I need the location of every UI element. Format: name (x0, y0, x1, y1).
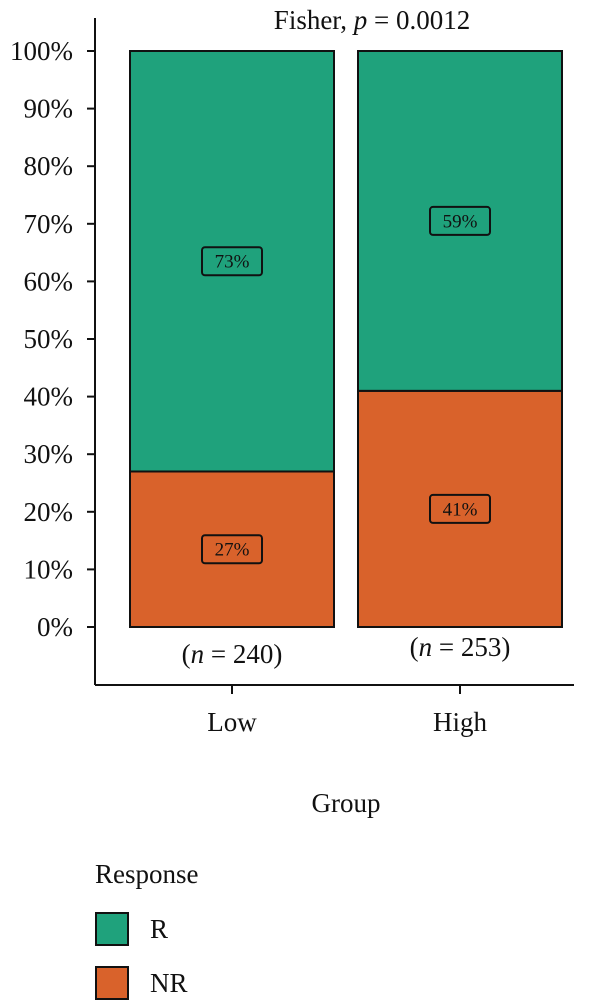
y-tick-label: 10% (24, 554, 74, 584)
y-tick-label: 50% (24, 324, 74, 354)
data-label-box (201, 534, 263, 565)
n-label: (n = 240) (182, 639, 283, 669)
legend-items: R NR (95, 912, 188, 1000)
legend-label-r: R (150, 914, 168, 944)
legend-swatch-r (95, 912, 129, 946)
chart-title-p: p (352, 5, 368, 35)
y-tick-label: 100% (10, 36, 73, 66)
x-tick-labels: (n = 240) Low (n = 253) High (182, 632, 511, 737)
x-tick-label: High (433, 707, 488, 737)
data-label: 59% (443, 211, 478, 232)
data-label: 73% (215, 252, 250, 273)
chart-title-prefix: Fisher, (274, 5, 354, 35)
chart-title-suffix: = 0.0012 (367, 5, 470, 35)
legend-title: Response (95, 859, 199, 889)
data-label-box (201, 246, 263, 277)
y-tick-label: 90% (24, 94, 74, 124)
x-axis-label: Group (312, 788, 381, 818)
chart-title: Fisher, p = 0.0012 (274, 5, 470, 35)
legend-swatch-nr (95, 966, 129, 1000)
bars: 27% 73% 41% 59% (129, 50, 563, 629)
data-label-box (429, 493, 491, 524)
n-label: (n = 253) (410, 632, 511, 662)
legend-label-nr: NR (150, 968, 188, 998)
y-tick-label: 30% (24, 439, 74, 469)
data-label: 27% (215, 540, 250, 561)
y-tick-label: 20% (24, 497, 74, 527)
y-tick-label: 0% (37, 612, 73, 642)
y-tick-label: 80% (24, 151, 74, 181)
y-tick-label: 40% (24, 382, 74, 412)
data-label-box (429, 205, 491, 236)
axes: 0% 10% 20% 30% 40% 50% 60% 70% 80% 90% 100% (10, 18, 574, 686)
data-label: 41% (443, 499, 478, 520)
legend: Response R NR (95, 859, 199, 1000)
x-tick-label: Low (207, 707, 257, 737)
y-tick-label: 60% (24, 266, 74, 296)
y-tick-label: 70% (24, 209, 74, 239)
